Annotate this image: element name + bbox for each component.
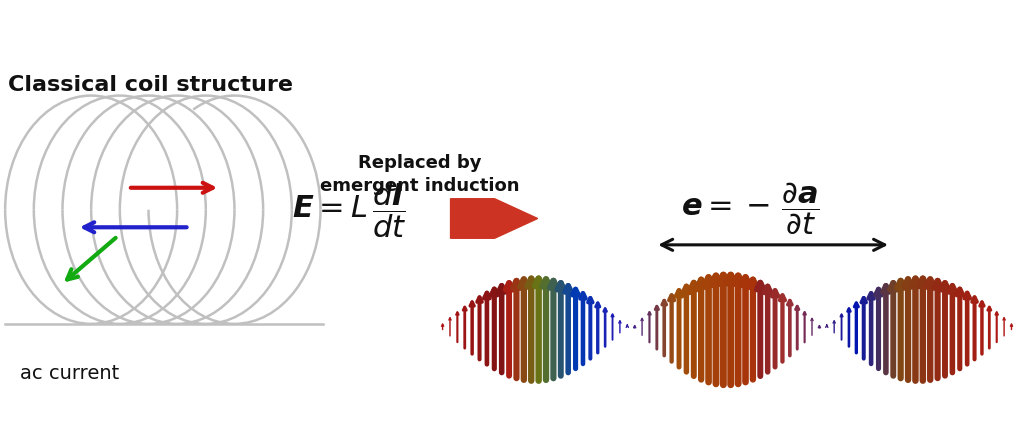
Text: $\boldsymbol{e} = -\,\dfrac{\partial \boldsymbol{a}}{\partial t}$: $\boldsymbol{e} = -\,\dfrac{\partial \bo…	[681, 180, 820, 236]
Text: ac current: ac current	[20, 364, 120, 382]
Text: Replaced by
emergent induction: Replaced by emergent induction	[321, 153, 519, 195]
FancyArrow shape	[451, 199, 538, 239]
Text: $\boldsymbol{E} = L\,\dfrac{d\boldsymbol{I}}{dt}$: $\boldsymbol{E} = L\,\dfrac{d\boldsymbol…	[292, 180, 407, 240]
Text: Classical coil structure: Classical coil structure	[8, 74, 293, 95]
